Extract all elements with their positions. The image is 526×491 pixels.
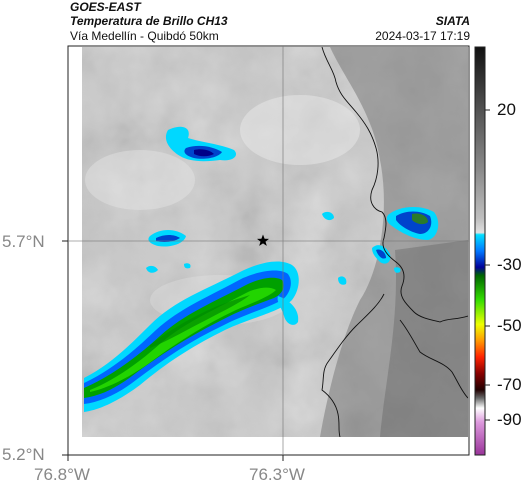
product-title: Temperatura de Brillo CH13 — [70, 14, 228, 28]
lon-tick-label: 76.3°W — [249, 465, 305, 484]
source-title: GOES-EAST — [70, 0, 141, 14]
axis-ticks — [62, 240, 284, 461]
lon-tick-label: 76.8°W — [34, 465, 90, 484]
lat-tick-label: 5.7°N — [2, 232, 45, 251]
region-label: Vía Medellín - Quibdó 50km — [70, 29, 219, 43]
star-icon — [257, 234, 269, 246]
cold-cloud-tops — [84, 126, 439, 412]
crosshair-gridlines — [68, 46, 469, 455]
timestamp-label: 2024-03-17 17:19 — [375, 29, 470, 43]
colorbar-tick-label: -70 — [497, 375, 522, 394]
organization-label: SIATA — [435, 14, 470, 28]
colorbar-tick-label: -30 — [497, 255, 522, 274]
colorbar-tick-label: -50 — [497, 316, 522, 335]
colorbar — [474, 46, 490, 456]
colorbar-tick-label: 20 — [497, 100, 516, 119]
colorbar-tick-label: -90 — [497, 410, 522, 429]
boundary-lines — [321, 47, 468, 437]
lat-tick-label: 5.2°N — [2, 445, 45, 464]
